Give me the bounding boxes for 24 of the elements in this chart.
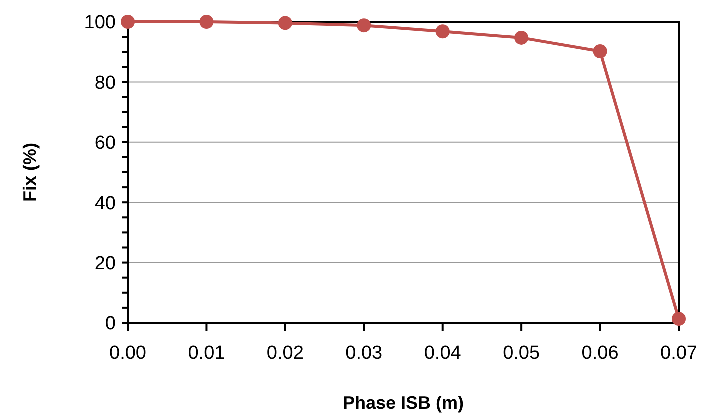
point [436,24,450,39]
x-tick-label: 0.01 [188,343,226,364]
point [200,15,214,29]
point [672,312,686,326]
y-tick-label: 0 [105,314,116,335]
y-axis-title: Fix (%) [20,142,40,202]
x-tick-label: 0.00 [110,343,146,364]
point [278,16,292,30]
point [514,30,529,45]
point [121,15,135,29]
y-tick-label: 20 [94,253,116,274]
x-tick-label: 0.07 [660,343,698,364]
point [593,44,608,58]
x-tick-label: 0.06 [582,343,619,364]
x-tick-label: 0.03 [346,343,383,364]
x-tick-label: 0.02 [266,343,304,364]
y-tick-label: 40 [94,193,116,214]
y-tick-label: 80 [94,72,116,94]
y-tick-label: 60 [94,133,116,154]
x-axis-title: Phase ISB (m) [342,393,464,413]
x-tick-label: 0.05 [503,343,540,364]
x-tick-label: 0.04 [424,343,462,364]
point [357,18,372,33]
y-tick-label: 100 [84,12,116,34]
